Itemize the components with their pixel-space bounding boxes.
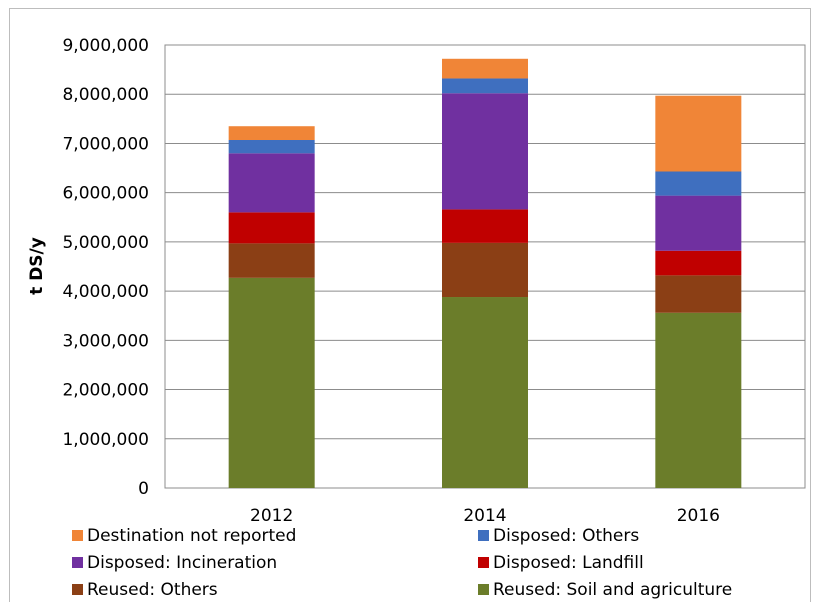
x-tick-label: 2014	[463, 506, 506, 526]
y-tick-label: 2,000,000	[62, 381, 149, 401]
legend-swatch	[72, 584, 83, 595]
x-tick-label: 2016	[677, 506, 720, 526]
bar-segment	[228, 243, 315, 278]
bar-segment	[228, 212, 315, 244]
bar-segment	[442, 58, 528, 79]
y-axis-ticks: 0 1,000,000 2,000,000 3,000,000 4,000,000 5,0…	[62, 36, 149, 499]
bar-segment	[442, 78, 528, 94]
y-tick-label: 5,000,000	[62, 233, 149, 253]
bar-segment	[655, 312, 742, 488]
bars	[228, 58, 742, 488]
bar-segment	[228, 153, 315, 213]
y-tick-label: 3,000,000	[62, 331, 149, 351]
legend-swatch	[72, 530, 83, 541]
legend: Destination not reported Disposed: Others…	[72, 526, 732, 600]
legend-swatch	[72, 557, 83, 568]
bar-segment	[655, 275, 742, 313]
y-tick-label: 4,000,000	[62, 282, 149, 302]
bar-segment	[442, 297, 528, 488]
bar-segment	[655, 171, 742, 196]
legend-swatch	[478, 584, 489, 595]
legend-label: Disposed: Others	[493, 526, 639, 546]
legend-label: Reused: Soil and agriculture	[493, 580, 732, 600]
bar-segment	[442, 242, 528, 298]
y-tick-label: 9,000,000	[62, 36, 149, 56]
chart-frame	[9, 8, 811, 602]
y-tick-label: 7,000,000	[62, 134, 149, 154]
bar-segment	[655, 250, 742, 276]
y-tick-label: 6,000,000	[62, 184, 149, 204]
y-axis-label: t DS/y	[27, 237, 47, 295]
x-tick-label: 2012	[250, 506, 293, 526]
bar-segment	[442, 93, 528, 210]
y-tick-label: 1,000,000	[62, 430, 149, 450]
bar-segment	[655, 195, 742, 251]
bar-segment	[228, 277, 315, 488]
legend-label: Disposed: Landfill	[493, 553, 644, 573]
legend-label: Reused: Others	[87, 580, 218, 600]
legend-label: Disposed: Incineration	[87, 553, 277, 573]
bar-segment	[228, 139, 315, 154]
bar-segment	[228, 126, 315, 140]
legend-swatch	[478, 557, 489, 568]
legend-label: Destination not reported	[87, 526, 296, 546]
bar-segment	[655, 95, 742, 172]
x-axis-ticks: 2012 2014 2016	[250, 506, 720, 526]
legend-swatch	[478, 530, 489, 541]
y-tick-label: 8,000,000	[62, 85, 149, 105]
y-tick-label: 0	[138, 479, 149, 499]
bar-segment	[442, 209, 528, 243]
